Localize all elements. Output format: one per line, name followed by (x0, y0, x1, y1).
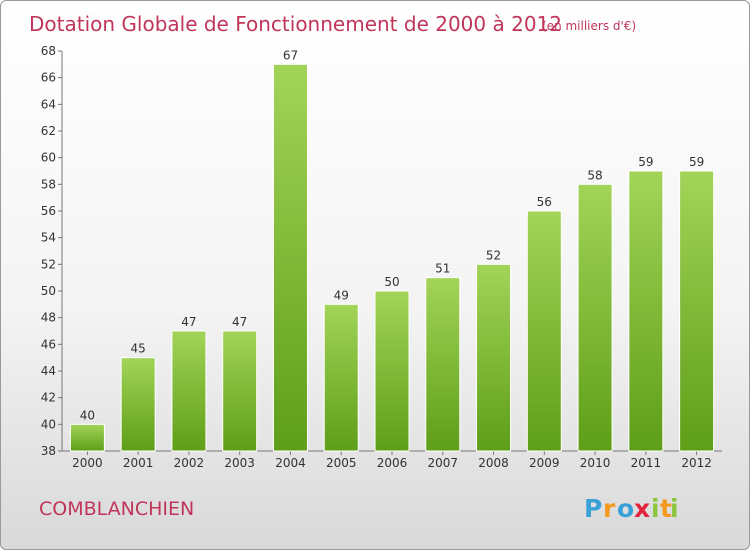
bar (374, 290, 410, 452)
x-tick-label: 2002 (174, 456, 205, 470)
bar (628, 170, 664, 452)
data-label: 52 (486, 248, 501, 262)
x-tick-label: 2006 (377, 456, 408, 470)
x-tick-label: 2004 (275, 456, 306, 470)
x-tick-label: 2000 (72, 456, 103, 470)
bar (69, 423, 105, 452)
x-tick-label: 2001 (123, 456, 154, 470)
bar (577, 183, 613, 452)
logo-letter: o (617, 494, 634, 523)
x-tick-label: 2008 (478, 456, 509, 470)
data-label: 40 (80, 408, 95, 422)
y-tick-label: 38 (41, 444, 56, 458)
axes: 38 40 42 44 46 48 50 52 54 56 58 60 62 64 66 68 2000 2001… (41, 44, 722, 470)
commune-name: COMBLANCHIEN (39, 498, 194, 520)
y-tick-label: 44 (41, 364, 56, 378)
bar (222, 330, 258, 452)
data-label: 47 (232, 315, 247, 329)
x-tick-label: 2010 (580, 456, 611, 470)
y-tick-label: 50 (41, 284, 56, 298)
data-label: 59 (638, 155, 653, 169)
data-label: 51 (435, 262, 450, 276)
data-label: 59 (689, 155, 704, 169)
bars-group: 40 45 47 47 67 49 50 51 52 56 58 59 59 (69, 48, 715, 452)
y-tick-label: 40 (41, 417, 56, 431)
x-tick-label: 2012 (681, 456, 712, 470)
chart-subtitle: (en milliers d'€) (542, 19, 636, 33)
data-label: 49 (334, 288, 349, 302)
y-tick-label: 60 (41, 151, 56, 165)
y-tick-label: 42 (41, 391, 56, 405)
bar (476, 263, 512, 452)
y-tick-label: 58 (41, 177, 56, 191)
bar (272, 63, 308, 452)
data-label: 58 (587, 168, 602, 182)
x-tick-label: 2011 (631, 456, 662, 470)
x-tick-label: 2007 (427, 456, 458, 470)
data-label: 50 (384, 275, 399, 289)
data-label: 47 (181, 315, 196, 329)
bar (171, 330, 207, 452)
y-tick-label: 68 (41, 44, 56, 58)
data-label: 45 (131, 342, 146, 356)
logo-letter: r (603, 494, 616, 523)
y-tick-label: 46 (41, 337, 56, 351)
logo-letter: t (660, 494, 672, 523)
data-label: 56 (537, 195, 552, 209)
bar (679, 170, 715, 452)
y-tick-label: 54 (41, 231, 56, 245)
logo-letter: P (584, 494, 602, 523)
logo-letter: i (651, 494, 660, 523)
y-tick-label: 56 (41, 204, 56, 218)
bar (526, 210, 562, 452)
bar (120, 357, 156, 452)
y-tick-label: 62 (41, 124, 56, 138)
logo-letter: i (670, 494, 679, 523)
y-tick-label: 64 (41, 97, 56, 111)
bar (323, 303, 359, 452)
x-tick-label: 2005 (326, 456, 357, 470)
x-tick-label: 2009 (529, 456, 560, 470)
x-tick-label: 2003 (224, 456, 255, 470)
bar (425, 277, 461, 452)
y-tick-label: 66 (41, 71, 56, 85)
logo-letter: x (634, 494, 650, 523)
y-tick-label: 52 (41, 257, 56, 271)
chart-title: Dotation Globale de Fonctionnement de 20… (29, 12, 562, 36)
data-label: 67 (283, 48, 298, 62)
y-tick-label: 48 (41, 311, 56, 325)
